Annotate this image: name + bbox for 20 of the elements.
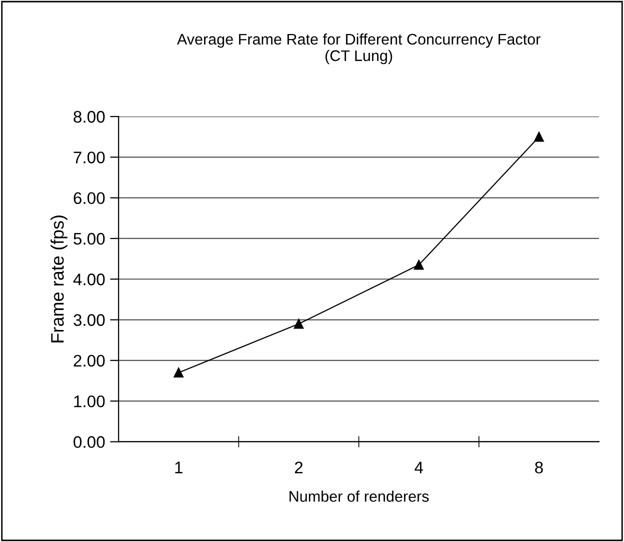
y-tick-label: 8.00 (74, 110, 105, 123)
point (174, 368, 184, 378)
y-tick-label: 5.00 (74, 232, 105, 245)
y-tick-label: 1.00 (74, 395, 105, 408)
y-tick-label: 6.00 (74, 192, 105, 204)
x-tick-label: 4 (414, 462, 424, 474)
y-tick-label: 0.00 (74, 436, 105, 448)
x-tick-label: 8 (535, 462, 543, 474)
x-tick-label: 1 (175, 462, 182, 474)
point (294, 318, 304, 329)
y-tick-label: 3.00 (74, 314, 105, 326)
y-tick-label: 7.00 (74, 152, 105, 164)
chart-title: Average Frame Rate for Different Concurrency Factor (CT Lung) (176, 33, 540, 64)
y-tick-label: 2.00 (74, 354, 105, 367)
y-tick-label: 4.00 (73, 274, 105, 286)
point (414, 260, 424, 270)
y-axis-title: Frame rate (fps) (50, 216, 68, 342)
x-axis-title: Number of renderers (290, 490, 429, 502)
x-tick-label: 2 (294, 462, 303, 474)
point (534, 132, 544, 142)
